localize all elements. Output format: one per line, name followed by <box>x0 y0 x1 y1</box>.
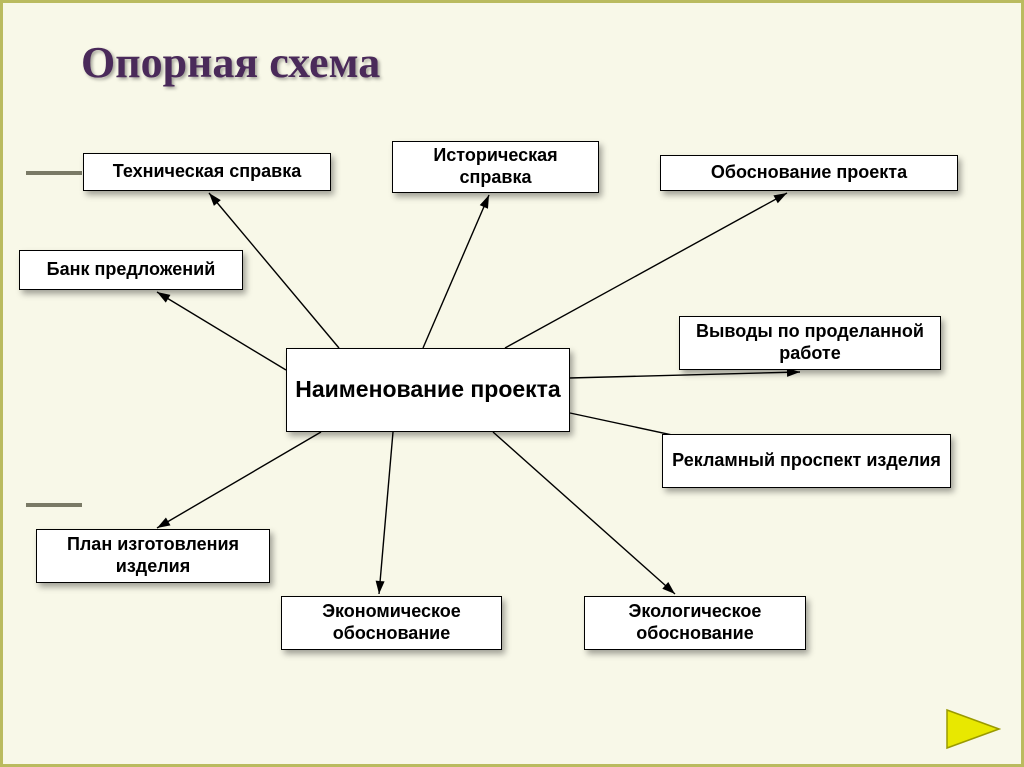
node-conclusions: Выводы по проделанной работе <box>679 316 941 370</box>
node-plan: План изготовления изделия <box>36 529 270 583</box>
slide-title: Опорная схема <box>81 37 380 88</box>
node-econ: Экономическое обоснование <box>281 596 502 650</box>
node-tech-ref: Техническая справка <box>83 153 331 191</box>
node-center: Наименование проекта <box>286 348 570 432</box>
node-eco: Экологическое обоснование <box>584 596 806 650</box>
slide-canvas: Опорная схема Наименование проекта Техни… <box>0 0 1024 767</box>
node-bank: Банк предложений <box>19 250 243 290</box>
next-slide-button[interactable] <box>945 708 1001 750</box>
node-justification: Обоснование проекта <box>660 155 958 191</box>
node-hist-ref: Историческая справка <box>392 141 599 193</box>
node-ad: Рекламный проспект изделия <box>662 434 951 488</box>
